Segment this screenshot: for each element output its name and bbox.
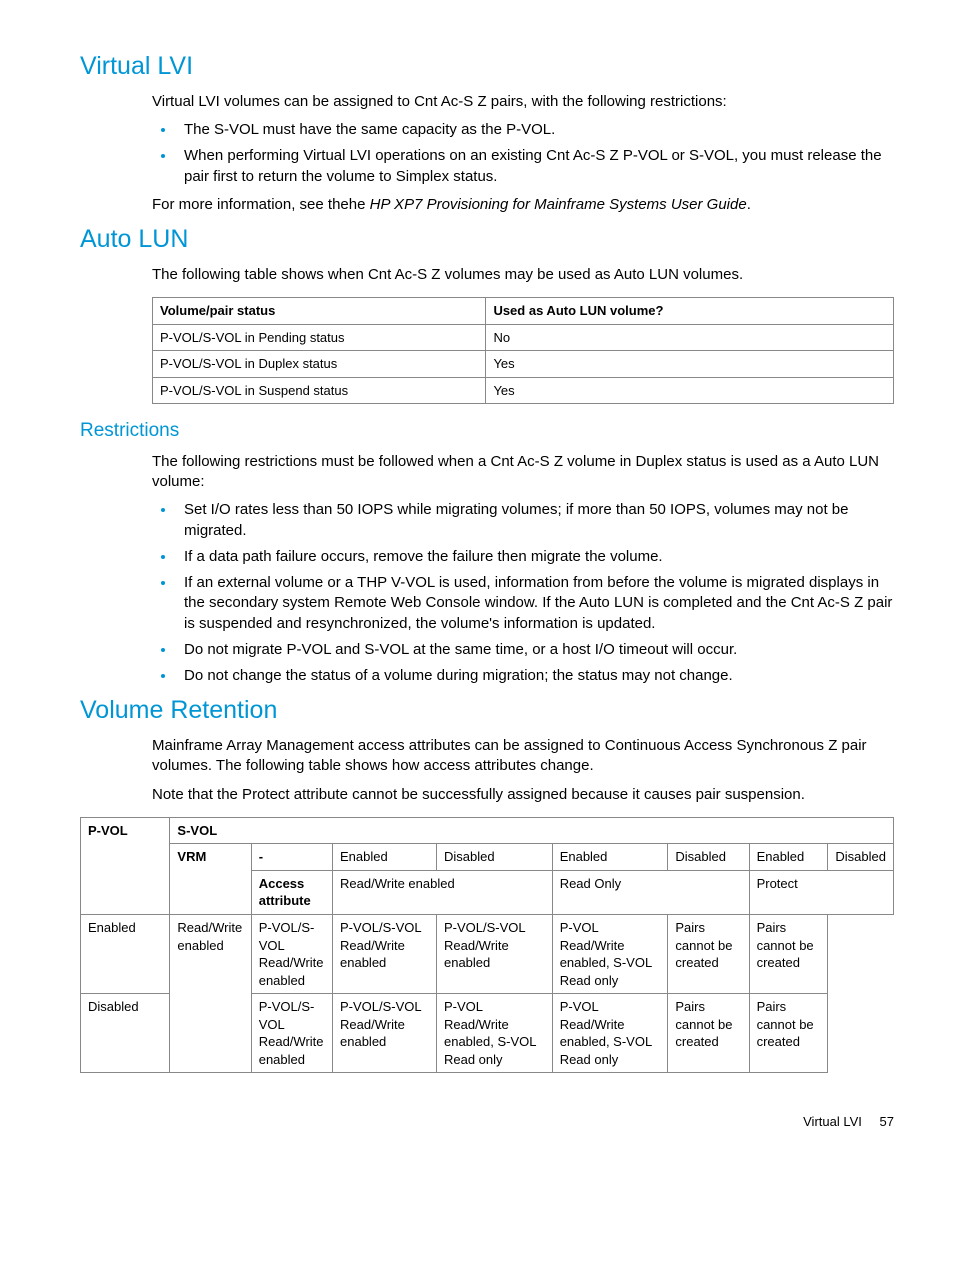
- heading-auto-lun: Auto LUN: [80, 223, 894, 257]
- table-cell: P-VOL Read/Write enabled, S-VOL Read onl…: [436, 994, 552, 1073]
- list-item: The S-VOL must have the same capacity as…: [176, 120, 894, 140]
- table-cell: P-VOL/S-VOL in Pending status: [153, 324, 486, 351]
- text: .: [747, 196, 751, 213]
- heading-virtual-lvi: Virtual LVI: [80, 50, 894, 84]
- table-header: Used as Auto LUN volume?: [486, 298, 894, 325]
- page-footer: Virtual LVI 57: [80, 1113, 894, 1131]
- table-cell: P-VOL/S-VOL Read/Write enabled: [333, 994, 437, 1073]
- restrictions-list: Set I/O rates less than 50 IOPS while mi…: [152, 500, 894, 686]
- list-item: Do not change the status of a volume dur…: [176, 666, 894, 686]
- auto-lun-intro: The following table shows when Cnt Ac-S …: [152, 265, 894, 285]
- table-cell: Disabled: [668, 844, 749, 871]
- table-cell: Protect: [749, 870, 893, 914]
- table-header: S-VOL: [170, 817, 894, 844]
- volume-retention-p2: Note that the Protect attribute cannot b…: [152, 785, 894, 805]
- table-cell: Read Only: [552, 870, 749, 914]
- table-header: Volume/pair status: [153, 298, 486, 325]
- guide-title: HP XP7 Provisioning for Mainframe System…: [370, 196, 747, 213]
- table-cell: P-VOL/S-VOL in Duplex status: [153, 351, 486, 378]
- list-item: When performing Virtual LVI operations o…: [176, 146, 894, 187]
- table-header: Access attribute: [251, 870, 332, 914]
- table-cell: Pairs cannot be created: [668, 915, 749, 994]
- table-cell: Pairs cannot be created: [749, 915, 828, 994]
- auto-lun-table: Volume/pair status Used as Auto LUN volu…: [152, 297, 894, 404]
- table-cell: Read/Write enabled: [333, 870, 553, 914]
- table-header: VRM: [170, 844, 251, 915]
- virtual-lvi-moreinfo: For more information, see thehe HP XP7 P…: [152, 195, 894, 215]
- table-cell: Disabled: [436, 844, 552, 871]
- virtual-lvi-list: The S-VOL must have the same capacity as…: [152, 120, 894, 187]
- table-cell: Yes: [486, 377, 894, 404]
- table-cell: P-VOL/S-VOL Read/Write enabled: [251, 994, 332, 1073]
- heading-volume-retention: Volume Retention: [80, 694, 894, 728]
- page-number: 57: [880, 1114, 894, 1129]
- volume-retention-table: P-VOL S-VOL VRM - Enabled Disabled Enabl…: [80, 817, 894, 1074]
- list-item: Set I/O rates less than 50 IOPS while mi…: [176, 500, 894, 541]
- heading-restrictions: Restrictions: [80, 418, 894, 444]
- table-cell: P-VOL Read/Write enabled, S-VOL Read onl…: [552, 994, 668, 1073]
- text: For more information, see thehe: [152, 196, 370, 213]
- table-cell: Yes: [486, 351, 894, 378]
- restrictions-intro: The following restrictions must be follo…: [152, 452, 894, 493]
- list-item: Do not migrate P-VOL and S-VOL at the sa…: [176, 640, 894, 660]
- table-cell: Enabled: [333, 844, 437, 871]
- table-row: Enabled Read/Write enabled P-VOL/S-VOL R…: [81, 915, 894, 994]
- table-cell: P-VOL/S-VOL Read/Write enabled: [251, 915, 332, 994]
- volume-retention-p1: Mainframe Array Management access attrib…: [152, 736, 894, 777]
- table-cell: Enabled: [749, 844, 828, 871]
- table-cell: Enabled: [552, 844, 668, 871]
- table-row: P-VOL/S-VOL in Suspend status Yes: [153, 377, 894, 404]
- table-cell: P-VOL/S-VOL Read/Write enabled: [436, 915, 552, 994]
- table-row: P-VOL/S-VOL in Duplex status Yes: [153, 351, 894, 378]
- table-cell: P-VOL/S-VOL Read/Write enabled: [333, 915, 437, 994]
- list-item: If a data path failure occurs, remove th…: [176, 547, 894, 567]
- table-cell: P-VOL/S-VOL in Suspend status: [153, 377, 486, 404]
- table-cell: Enabled: [81, 915, 170, 994]
- virtual-lvi-intro: Virtual LVI volumes can be assigned to C…: [152, 92, 894, 112]
- table-cell: Pairs cannot be created: [749, 994, 828, 1073]
- table-row: P-VOL/S-VOL in Pending status No: [153, 324, 894, 351]
- table-cell: Pairs cannot be created: [668, 994, 749, 1073]
- table-cell: Read/Write enabled: [170, 915, 251, 1073]
- table-cell: Disabled: [828, 844, 894, 871]
- list-item: If an external volume or a THP V-VOL is …: [176, 573, 894, 634]
- table-header: P-VOL: [81, 817, 170, 914]
- table-cell: P-VOL Read/Write enabled, S-VOL Read onl…: [552, 915, 668, 994]
- footer-label: Virtual LVI: [803, 1114, 862, 1129]
- table-header: -: [251, 844, 332, 871]
- table-cell: No: [486, 324, 894, 351]
- table-cell: Disabled: [81, 994, 170, 1073]
